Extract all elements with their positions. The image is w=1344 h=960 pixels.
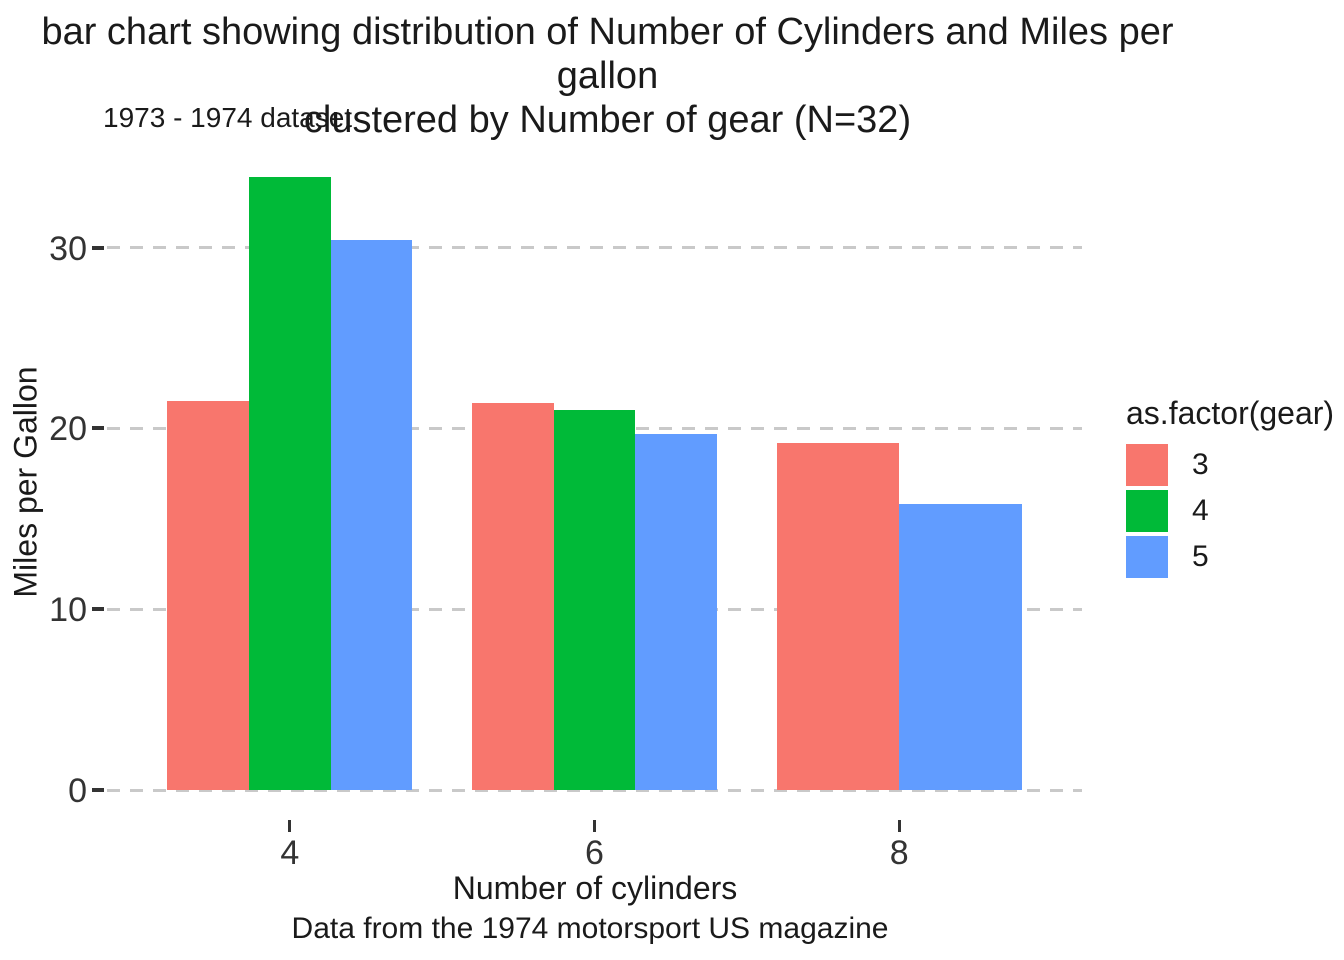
legend-entries: 3 4 5 — [1126, 444, 1336, 578]
x-tick-mark-8 — [897, 820, 901, 832]
legend-label-5: 5 — [1192, 540, 1209, 573]
x-tick-mark-6 — [593, 820, 596, 832]
x-tick-label-6: 6 — [585, 834, 604, 872]
bar-cyl6-gear3 — [472, 403, 554, 790]
legend-label-3: 3 — [1192, 448, 1209, 481]
gridline-y-30 — [107, 246, 1082, 250]
chart-subtitle: 1973 - 1974 dataset — [103, 102, 353, 133]
legend-swatch-4 — [1126, 490, 1168, 532]
y-tick-label-10: 10 — [49, 591, 87, 630]
x-tick-label-4: 4 — [280, 834, 300, 872]
bar-cyl6-gear4 — [553, 410, 636, 790]
bar-cyl4-gear3 — [167, 401, 249, 790]
bar-cyl4-gear5 — [330, 240, 413, 790]
bar-cyl8-gear5 — [899, 504, 1022, 790]
legend-title: as.factor(gear) — [1126, 395, 1335, 431]
x-tick-mark-4 — [288, 820, 292, 832]
y-tick-mark-0 — [92, 788, 104, 792]
chart-title: bar chart showing distribution of Number… — [0, 10, 1215, 142]
chart-caption: Data from the 1974 motorsport US magazin… — [291, 912, 889, 945]
x-axis-title: Number of cylinders — [452, 870, 738, 906]
chart-title-line-2: clustered by Number of gear (N=32) — [303, 99, 912, 141]
legend-label-4: 4 — [1192, 494, 1209, 527]
y-tick-label-20: 20 — [49, 410, 87, 449]
y-tick-label-30: 30 — [49, 229, 87, 268]
legend-entry-3: 3 — [1126, 444, 1336, 486]
y-tick-label-0: 0 — [68, 772, 87, 810]
x-tick-label-8: 8 — [889, 834, 909, 872]
y-tick-mark-10 — [92, 607, 104, 612]
bar-cyl8-gear3 — [776, 442, 900, 790]
bar-cyl4-gear4 — [248, 177, 331, 790]
y-tick-mark-20 — [92, 426, 104, 431]
bar-cyl6-gear5 — [635, 433, 717, 790]
legend-swatch-5 — [1126, 536, 1168, 578]
gridline-y-0 — [107, 788, 1082, 792]
legend-entry-5: 5 — [1126, 536, 1336, 578]
legend-entry-4: 4 — [1126, 490, 1336, 532]
y-tick-mark-30 — [92, 245, 104, 250]
legend-swatch-3 — [1126, 444, 1168, 486]
chart-title-line-1: bar chart showing distribution of Number… — [41, 11, 1174, 97]
y-axis-title: Miles per Gallon — [7, 366, 44, 598]
legend: as.factor(gear) 3 4 5 — [1126, 396, 1336, 582]
